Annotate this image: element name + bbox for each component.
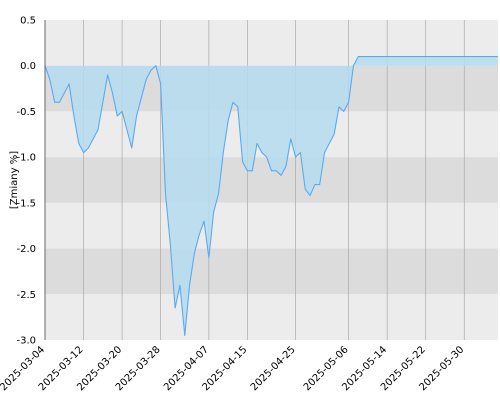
x-tick-label: 2025-04-25 [249, 344, 298, 393]
background-band [45, 202, 498, 249]
series-area [45, 56, 498, 336]
y-tick-label: -1.5 [16, 198, 36, 209]
background-band [45, 294, 498, 340]
background-band [45, 248, 498, 295]
series-line [44, 56, 498, 336]
series-layer [44, 56, 498, 336]
y-tick-label: -0.5 [16, 107, 36, 118]
y-tick-label: -3.0 [16, 336, 36, 347]
y-tick-label: 0.0 [20, 61, 36, 72]
y-tick-label: -1.0 [16, 153, 36, 164]
y-tick-labels: 0.5 0.0 -0.5 -1.0 -1.5 -2.0 -2.5 -3.0 [16, 16, 36, 347]
y-tick-label: 0.5 [20, 16, 36, 27]
y-axis-label: [Zmiany %] [9, 151, 20, 209]
y-tick-label: -2.0 [16, 244, 36, 255]
y-tick-label: -2.5 [16, 290, 36, 301]
x-tick-labels: 2025-03-042025-03-122025-03-202025-03-28… [0, 344, 466, 393]
